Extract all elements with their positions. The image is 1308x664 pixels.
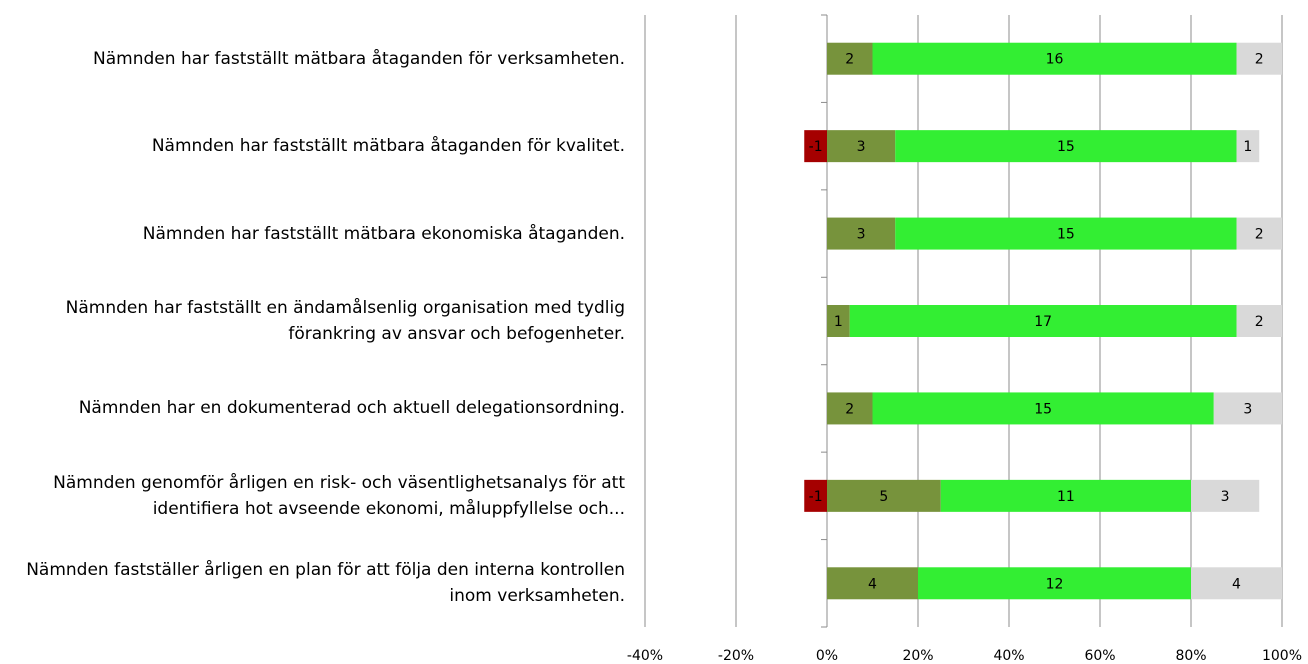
category-label: Nämnden har fastställt en ändamålsenlig … (65, 298, 625, 344)
bar-segment (804, 479, 827, 512)
bar-segment (1236, 217, 1282, 250)
x-tick-label: 100% (1262, 648, 1302, 664)
bar-segment (849, 305, 1237, 337)
bar-segment (918, 567, 1191, 600)
data-label: 2 (1255, 52, 1264, 68)
bar-segment (827, 42, 873, 75)
data-label: -1 (809, 139, 823, 155)
data-label: 3 (1221, 489, 1230, 505)
category-label: Nämnden har fastställt mätbara ekonomisk… (142, 223, 625, 244)
bar-segment (827, 305, 850, 337)
x-tick-label: 40% (993, 648, 1024, 664)
bar-segment (827, 130, 896, 163)
data-label: 17 (1034, 314, 1052, 330)
data-label: 2 (1255, 314, 1264, 330)
bar-segment (827, 217, 896, 250)
x-tick-label: -40% (627, 648, 663, 664)
data-label: 4 (1232, 576, 1241, 592)
data-label: 15 (1057, 227, 1075, 243)
data-label: 15 (1034, 401, 1052, 417)
bar-segment (872, 392, 1214, 425)
data-label: 3 (857, 139, 866, 155)
data-label: 16 (1046, 52, 1064, 68)
bar-segment (1191, 567, 1282, 600)
bar-segment (1236, 42, 1282, 75)
x-tick-label: 20% (902, 648, 933, 664)
bar-segment (1236, 130, 1260, 163)
bar-segment (804, 130, 827, 163)
data-label: 12 (1046, 576, 1064, 592)
x-tick-label: 80% (1175, 648, 1206, 664)
x-tick-label: 0% (816, 648, 838, 664)
bar-segment (895, 130, 1237, 163)
category-label: Nämnden har fastställt mätbara åtaganden… (151, 136, 625, 157)
data-label: 4 (868, 576, 877, 592)
data-label: 1 (1243, 139, 1252, 155)
category-label: Nämnden genomför årligen en risk- och vä… (53, 472, 625, 519)
bar-segment (895, 217, 1237, 250)
bar-segment (872, 42, 1237, 75)
data-label: 3 (857, 227, 866, 243)
data-label: 3 (1243, 401, 1252, 417)
bar-segment (827, 392, 873, 425)
bar-segment (1191, 479, 1260, 512)
data-label: 11 (1057, 489, 1075, 505)
data-label: 2 (845, 401, 854, 417)
data-label: 1 (834, 314, 843, 330)
bar-segment (827, 479, 941, 512)
bar-segment (1213, 392, 1282, 425)
bar-segment (827, 567, 918, 600)
data-label: 2 (1255, 227, 1264, 243)
data-label: 2 (845, 52, 854, 68)
x-tick-label: 60% (1084, 648, 1115, 664)
data-label: 15 (1057, 139, 1075, 155)
bar-segment (1236, 305, 1282, 337)
category-label: Nämnden har en dokumenterad och aktuell … (78, 398, 625, 419)
category-label: Nämnden har fastställt mätbara åtaganden… (93, 48, 625, 69)
data-label: 5 (879, 489, 888, 505)
category-label: Nämnden fastställer årligen en plan för … (26, 560, 625, 607)
bar-segment (940, 479, 1191, 512)
x-tick-label: -20% (718, 648, 754, 664)
data-label: -1 (809, 489, 823, 505)
